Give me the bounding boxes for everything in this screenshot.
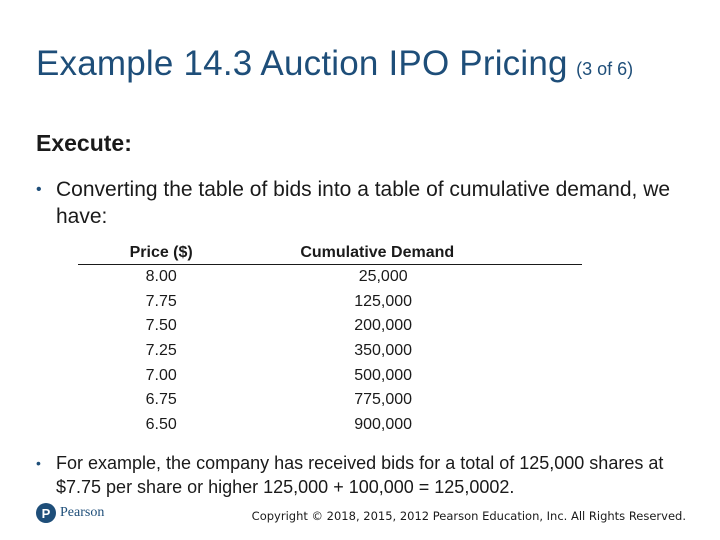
price-cell: 7.25 <box>145 342 177 360</box>
demand-cell: 350,000 <box>354 342 413 360</box>
column-header-price: Price ($) <box>78 242 245 265</box>
price-cell: 6.50 <box>145 415 177 433</box>
table-row: 8.00 25,000 <box>78 265 582 290</box>
cumulative-demand-table: Price ($) Cumulative Demand 8.00 25,000 … <box>78 242 582 437</box>
demand-cell: 200,000 <box>354 317 413 335</box>
slide-title: Example 14.3 Auction IPO Pricing (3 of 6… <box>36 40 696 87</box>
table-row: 6.50 900,000 <box>78 413 582 438</box>
copyright-notice: Copyright © 2018, 2015, 2012 Pearson Edu… <box>251 509 686 523</box>
demand-cell: 25,000 <box>358 268 408 286</box>
section-heading: Execute: <box>36 130 132 156</box>
table-row: 7.50 200,000 <box>78 314 582 339</box>
table-row: 7.75 125,000 <box>78 290 582 315</box>
price-cell: 7.00 <box>145 366 177 384</box>
column-header-demand: Cumulative Demand <box>244 242 582 265</box>
table-header-row: Price ($) Cumulative Demand <box>78 242 582 265</box>
price-cell: 7.50 <box>145 317 177 335</box>
demand-cell: 500,000 <box>354 366 413 384</box>
bullet-item: • For example, the company has received … <box>36 451 696 499</box>
bullet-text: Converting the table of bids into a tabl… <box>56 178 671 228</box>
demand-cell: 775,000 <box>354 391 413 409</box>
pearson-logo-icon: P <box>36 503 56 523</box>
table-row: 7.00 500,000 <box>78 363 582 388</box>
bullet-dot-icon: • <box>36 455 41 471</box>
demand-cell: 125,000 <box>354 292 413 310</box>
price-cell: 6.75 <box>145 391 177 409</box>
pearson-logo-text: Pearson <box>60 505 105 520</box>
bullet-item: • Converting the table of bids into a ta… <box>36 176 686 230</box>
price-cell: 7.75 <box>145 292 177 310</box>
table-row: 7.25 350,000 <box>78 339 582 364</box>
title-page-indicator: (3 of 6) <box>576 59 634 79</box>
price-cell: 8.00 <box>145 268 177 286</box>
bullet-text: For example, the company has received bi… <box>56 453 664 497</box>
title-text: Example 14.3 Auction IPO Pricing <box>36 44 568 83</box>
demand-cell: 900,000 <box>354 415 413 433</box>
bullet-dot-icon: • <box>36 181 42 198</box>
pearson-logo: P Pearson <box>36 503 104 523</box>
table-row: 6.75 775,000 <box>78 388 582 413</box>
